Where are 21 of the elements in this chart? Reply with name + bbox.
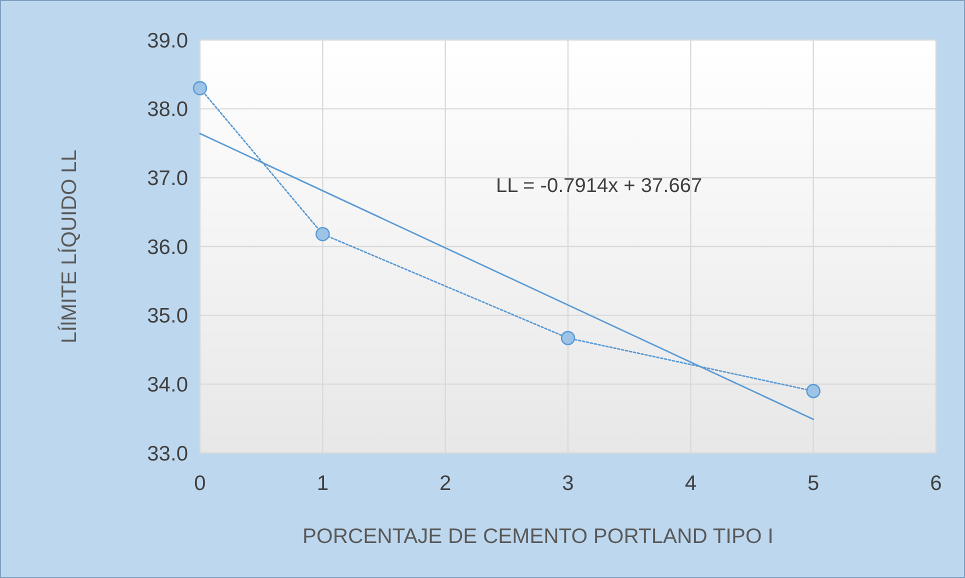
- y-tick-label: 37.0: [147, 167, 188, 190]
- y-axis-title: LÍlMITE LÍQUIDO LL: [57, 150, 81, 344]
- x-tick-label: 5: [807, 472, 820, 495]
- y-tick-label: 36.0: [147, 236, 188, 259]
- annotation: LL = -0.7914x + 37.667: [496, 175, 702, 197]
- point: [560, 330, 576, 346]
- point: [192, 81, 208, 96]
- x-axis-title: PORCENTAJE DE CEMENTO PORTLAND TIPO I: [302, 525, 774, 548]
- x-tick-label: 4: [684, 472, 697, 495]
- x-tick-label: 2: [439, 472, 452, 495]
- x-tick-label: 1: [316, 472, 329, 495]
- x-tick-label: 6: [930, 472, 942, 495]
- y-tick-label: 35.0: [147, 304, 188, 328]
- y-tick-label: 33.0: [147, 442, 188, 466]
- point: [806, 384, 820, 398]
- x-tick-label: 0: [194, 472, 206, 495]
- y-tick-label: 38.0: [147, 98, 188, 122]
- y-tick-label: 34.0: [147, 374, 188, 397]
- y-tick-label: 39.0: [147, 29, 188, 52]
- x-tick-label: 3: [562, 472, 574, 495]
- point: [316, 226, 330, 242]
